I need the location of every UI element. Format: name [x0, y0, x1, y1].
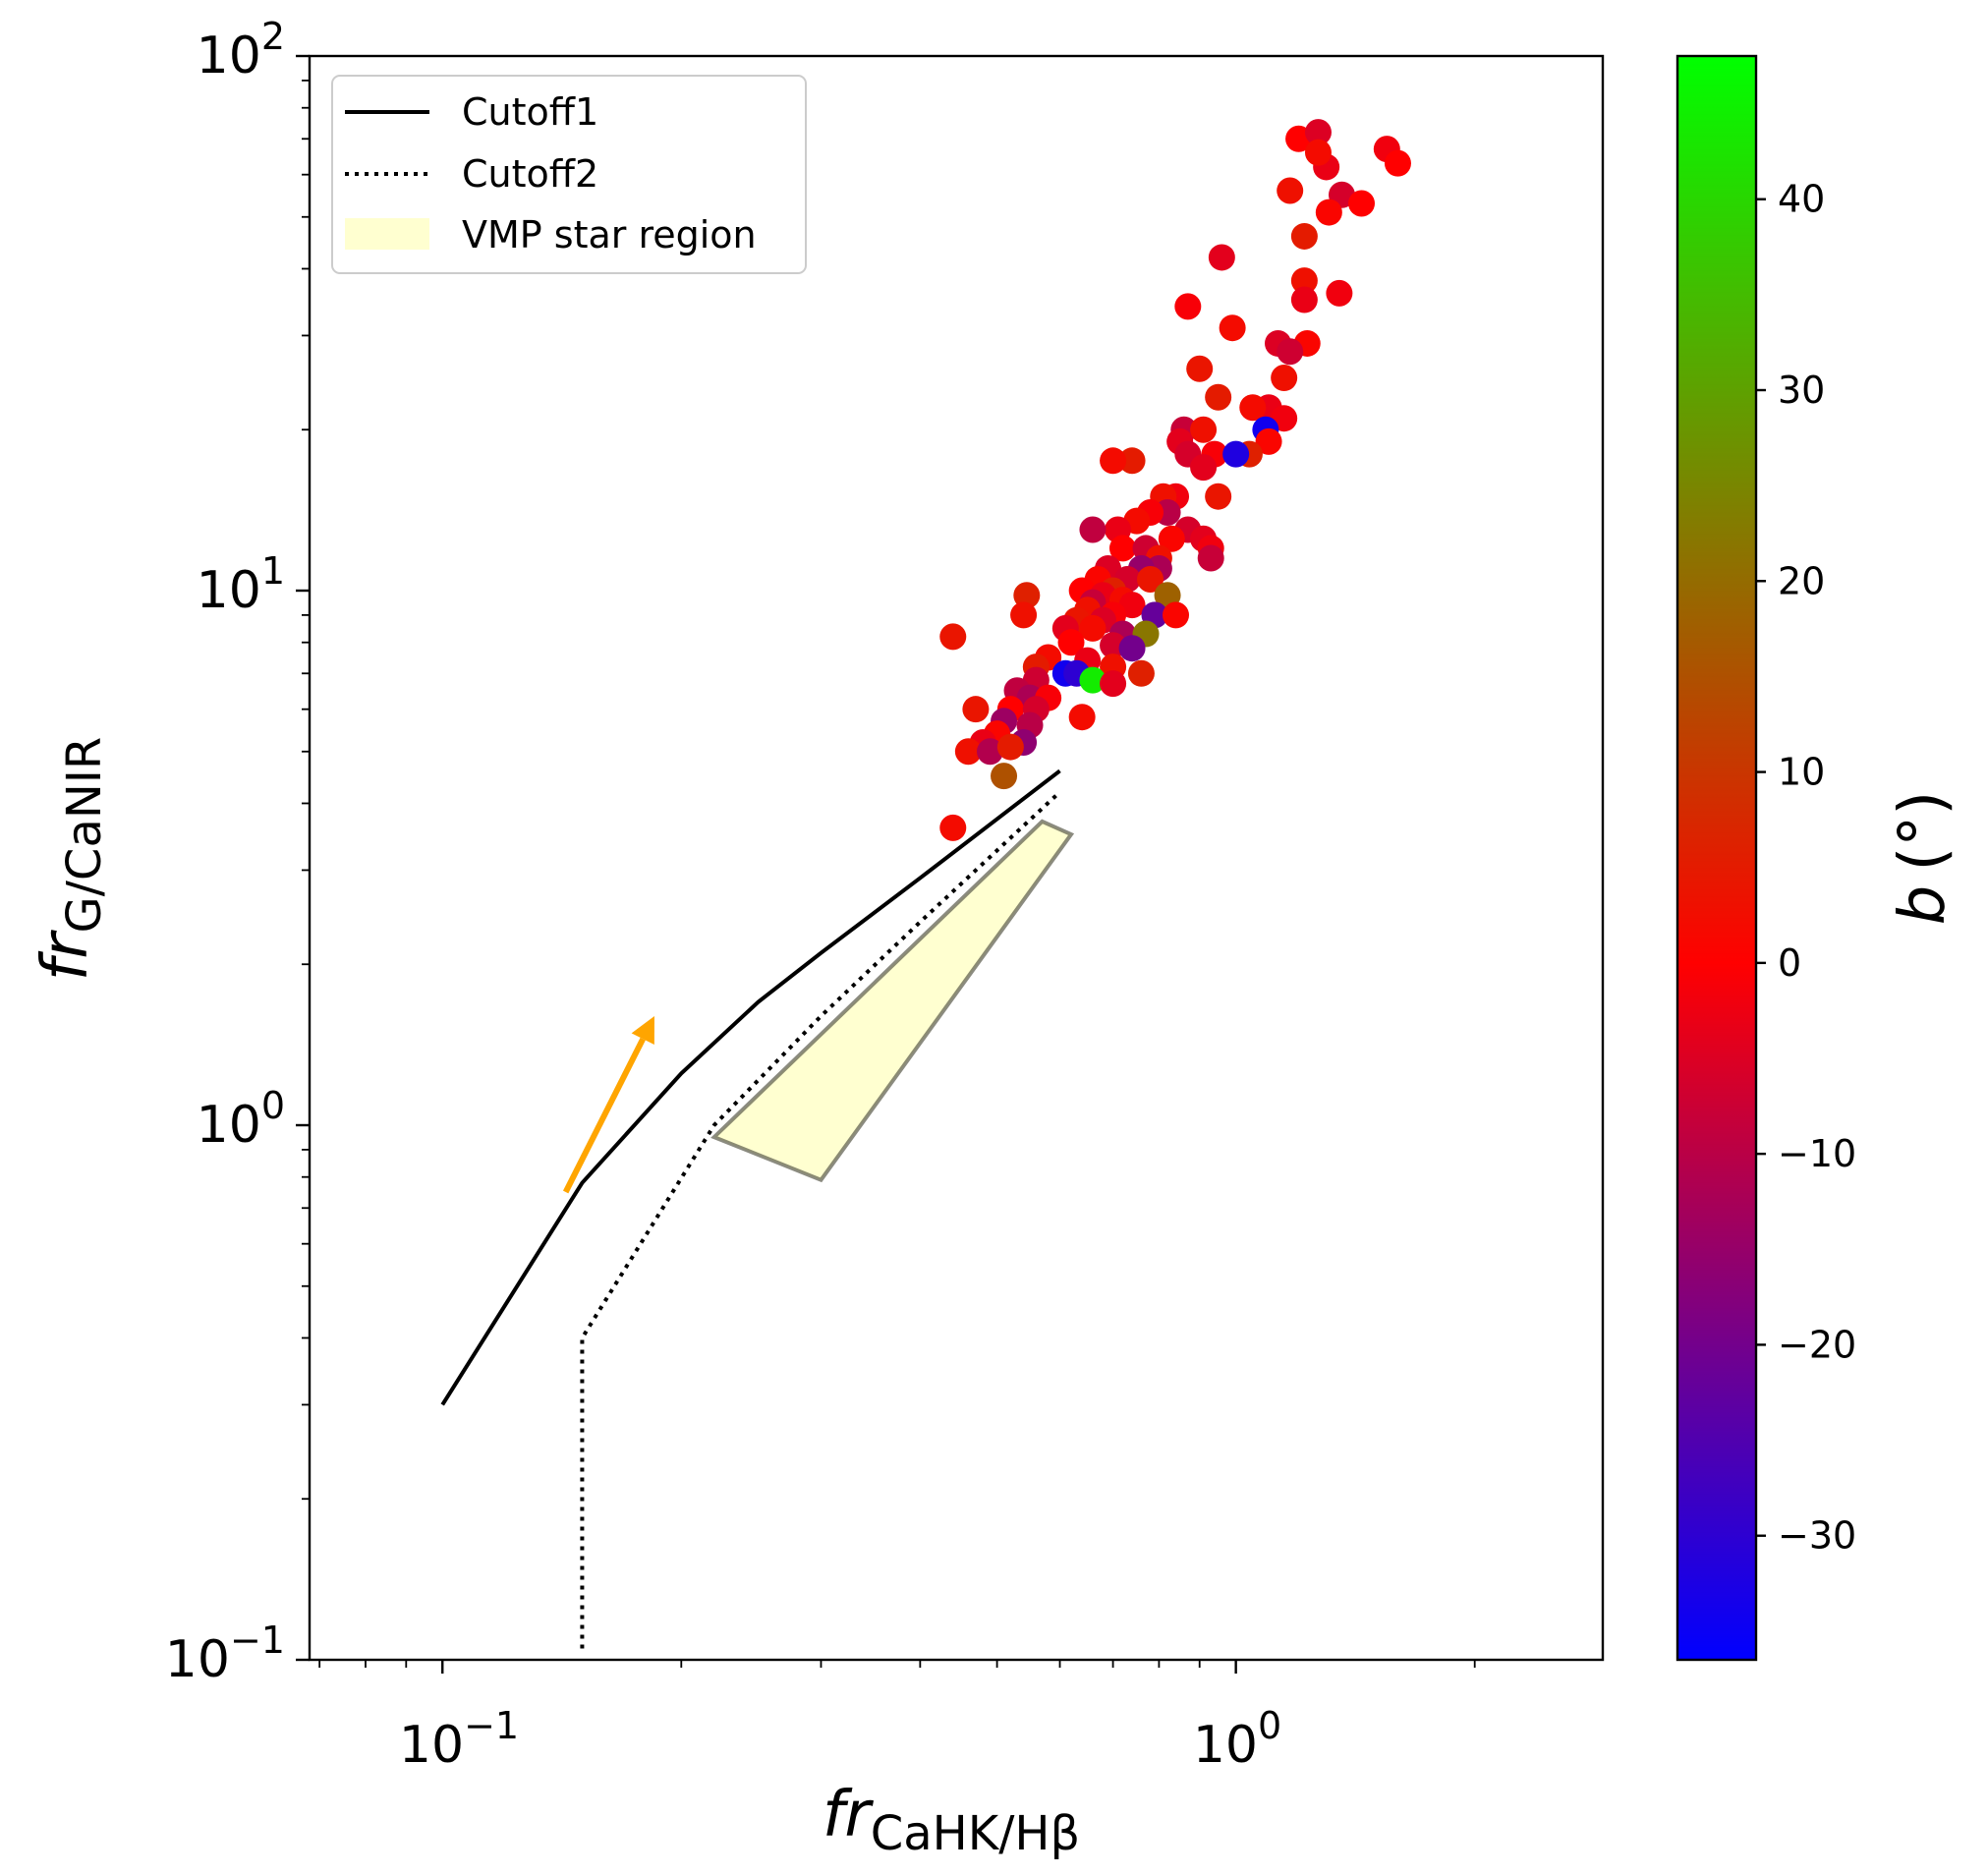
- scatter-point: [1277, 177, 1304, 204]
- colorbar-tick-label: 0: [1778, 941, 1801, 985]
- scatter-point: [1137, 565, 1164, 593]
- x-axis-ticks: [318, 1660, 1476, 1674]
- scatter-point: [1158, 525, 1185, 552]
- scatter-point: [1277, 338, 1304, 366]
- colorbar-tick-label: 10: [1778, 751, 1825, 794]
- scatter-point: [939, 814, 967, 841]
- scatter-point: [1186, 355, 1214, 382]
- colorbar-tick-label: −20: [1778, 1323, 1856, 1366]
- scatter-point: [1174, 293, 1202, 320]
- y-tick-label-1: 100: [197, 1084, 285, 1155]
- scatter-point: [991, 763, 1018, 790]
- plot-frame: [308, 54, 1605, 1662]
- scatter-point: [1315, 199, 1342, 226]
- scatter-point: [1079, 614, 1107, 642]
- colorbar-tick-label: −30: [1778, 1514, 1856, 1558]
- scatter-point: [1219, 314, 1246, 342]
- colorbar-tick-label: 30: [1778, 369, 1825, 412]
- legend-cutoff2-label: Cutoff2: [462, 152, 598, 196]
- scatter-point: [1348, 190, 1376, 217]
- scatter-point: [1190, 454, 1218, 482]
- scatter-point: [1271, 365, 1298, 392]
- x-axis-title: frCaHK/Hβ: [823, 1779, 1080, 1861]
- scatter-point: [1326, 279, 1353, 307]
- colorbar-tick-label: 20: [1778, 559, 1825, 602]
- scatter-point: [1190, 416, 1218, 443]
- scatter-point: [1222, 440, 1250, 468]
- colorbar-ticks: −30 −20 −10 0 10 20 30 40: [1756, 178, 1856, 1558]
- legend: Cutoff1 Cutoff2 VMP star region: [331, 75, 807, 274]
- legend-cutoff1-label: Cutoff1: [462, 90, 598, 134]
- y-tick-label-2: 101: [197, 549, 285, 620]
- scatter-point: [996, 733, 1024, 761]
- scatter-point: [1290, 222, 1318, 250]
- scatter-point: [962, 696, 990, 723]
- scatter-point: [1197, 544, 1224, 572]
- scatter-point: [1163, 601, 1190, 629]
- scatter-point: [1100, 447, 1127, 475]
- y-tick-label-0: 10−1: [165, 1619, 285, 1689]
- scatter-point: [1118, 447, 1146, 475]
- colorbar-tick-label: 40: [1778, 178, 1825, 221]
- y-axis-ticks: [296, 54, 310, 1662]
- direction-arrow-shaft: [562, 1037, 646, 1194]
- colorbar: [1675, 54, 1758, 1662]
- scatter-point: [1290, 286, 1318, 313]
- scatter-point: [1304, 139, 1332, 166]
- y-tick-label-3: 102: [197, 15, 285, 85]
- scatter-point: [1205, 383, 1232, 411]
- scatter-point: [1108, 535, 1136, 562]
- scatter-point: [1079, 516, 1107, 543]
- cutoff1-line: [440, 768, 1061, 1406]
- scatter-point: [1100, 670, 1127, 698]
- vmp-star-region: [710, 819, 1075, 1183]
- scatter-point: [1068, 704, 1096, 731]
- legend-vmp-label: VMP star region: [462, 213, 757, 256]
- x-tick-label-1: 100: [1193, 1704, 1281, 1775]
- scatter-point: [1304, 119, 1332, 146]
- scatter-point: [1127, 659, 1155, 687]
- direction-arrow-head: [631, 1015, 654, 1046]
- cutoff2-line: [580, 790, 1061, 1649]
- scatter-point: [1013, 582, 1041, 609]
- scatter-point: [954, 738, 982, 766]
- scatter-point: [1239, 394, 1267, 422]
- legend-box: [331, 75, 807, 274]
- scatter-point: [1010, 601, 1038, 629]
- scatter-point: [1208, 244, 1235, 271]
- plot-data: [440, 119, 1411, 1649]
- scatter-point: [977, 738, 1004, 766]
- scatter-point: [939, 623, 967, 651]
- scatter-point: [1290, 267, 1318, 295]
- y-axis-title: frG/CaNIR: [29, 737, 112, 982]
- colorbar-tick-label: −10: [1778, 1132, 1856, 1175]
- legend-vmp-swatch: [345, 218, 429, 250]
- scatter-point: [1118, 635, 1146, 662]
- scatter-point: [1384, 149, 1411, 177]
- colorbar-label: b(°): [1887, 791, 1959, 926]
- scatter-point: [1205, 483, 1232, 510]
- scatter-point: [1079, 666, 1107, 694]
- scatter-point: [1255, 427, 1282, 455]
- x-tick-label-0: 10−1: [399, 1704, 519, 1775]
- scatter-point: [1057, 629, 1085, 656]
